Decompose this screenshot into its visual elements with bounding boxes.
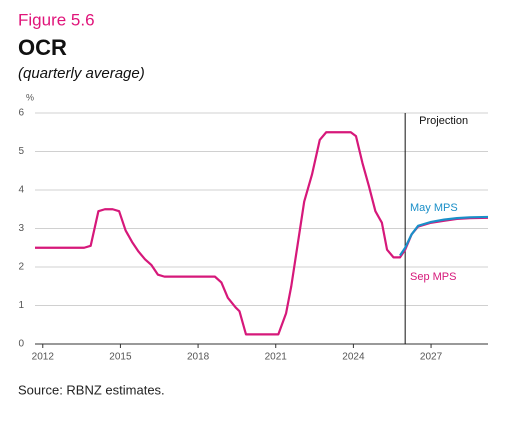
series-label: May MPS — [410, 202, 458, 214]
line-series — [399, 215, 489, 257]
chart-title: OCR — [18, 35, 67, 60]
y-tick-label: 1 — [18, 300, 24, 311]
chart-subtitle: (quarterly average) — [18, 65, 145, 82]
x-tick-label: 2024 — [342, 352, 365, 363]
y-tick-label: 6 — [18, 108, 24, 119]
y-tick-label: 5 — [18, 146, 24, 157]
y-tick-label: 3 — [18, 223, 24, 234]
x-tick-label: 2012 — [32, 352, 55, 363]
figure-label: Figure 5.6 — [18, 10, 95, 29]
line-series — [35, 131, 489, 336]
series-label: Sep MPS — [410, 271, 456, 283]
x-tick-label: 2015 — [109, 352, 132, 363]
x-tick-label: 2018 — [187, 352, 210, 363]
source-note: Source: RBNZ estimates. — [18, 382, 165, 397]
projection-label: Projection — [419, 115, 468, 127]
x-tick-label: 2021 — [265, 352, 288, 363]
y-tick-label: 4 — [18, 185, 24, 196]
y-axis-label: % — [26, 92, 34, 102]
y-tick-label: 2 — [18, 262, 24, 273]
x-tick-label: 2027 — [420, 352, 443, 363]
y-tick-label: 0 — [18, 339, 24, 350]
